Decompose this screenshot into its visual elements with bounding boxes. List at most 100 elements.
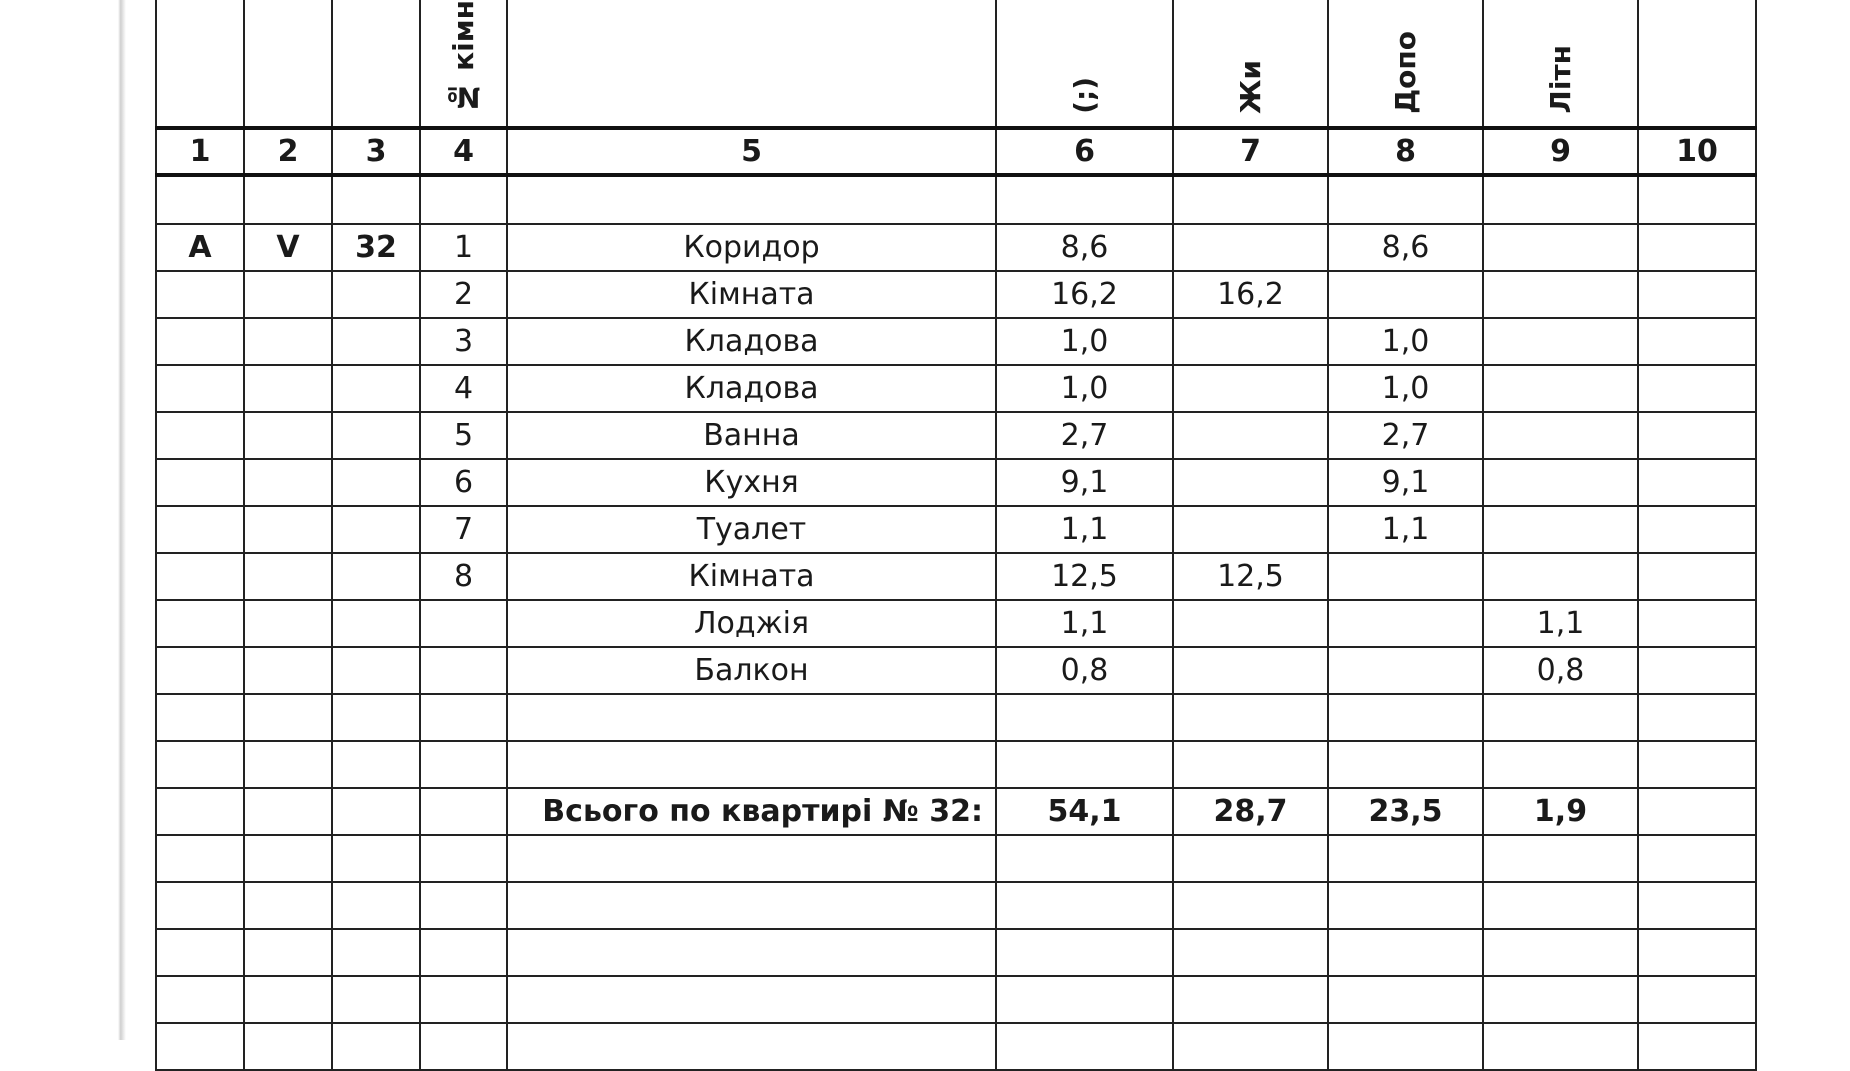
- table-cell: [243, 457, 333, 507]
- column-header: [243, 0, 333, 130]
- table-cell: [155, 645, 245, 695]
- table-cell: [419, 645, 508, 695]
- table-cell: [506, 692, 997, 742]
- table-cell: [243, 504, 333, 554]
- table-cell: [331, 739, 421, 789]
- table-cell: [243, 880, 333, 930]
- column-number-row: 1 2 3 4 5 6 7 8 9 10: [155, 126, 1757, 177]
- table-cell: [1637, 551, 1757, 601]
- table-cell: Балкон: [506, 645, 997, 695]
- table-cell: Туалет: [506, 504, 997, 554]
- table-cell: [155, 598, 245, 648]
- table-cell: [1637, 692, 1757, 742]
- table-cell: [1637, 222, 1757, 272]
- table-cell: [155, 833, 245, 883]
- table-cell: [155, 974, 245, 1024]
- column-header-text: Допо: [1389, 30, 1422, 114]
- table-cell: [419, 974, 508, 1024]
- column-header-text: Літн: [1544, 45, 1577, 114]
- table-cell: [1172, 880, 1329, 930]
- column-header-text: № кімн: [447, 0, 480, 114]
- table-cell: [155, 1021, 245, 1071]
- column-header: [155, 0, 245, 130]
- table-cell: [1482, 316, 1639, 366]
- column-number: 2: [243, 126, 333, 177]
- table-cell: [506, 974, 997, 1024]
- table-cell: 0,8: [995, 645, 1174, 695]
- table-row: 2 Кімната 16,2 16,2: [155, 269, 1757, 319]
- table-cell: Кладова: [506, 363, 997, 413]
- column-number: 7: [1172, 126, 1329, 177]
- table-cell: [1327, 739, 1484, 789]
- column-number: 5: [506, 126, 997, 177]
- table-cell: [1637, 316, 1757, 366]
- table-cell: [243, 551, 333, 601]
- table-cell: 1,0: [995, 316, 1174, 366]
- column-number: 3: [331, 126, 421, 177]
- table-cell: [243, 269, 333, 319]
- table-cell: [419, 786, 508, 836]
- table-row: [155, 1021, 1757, 1071]
- table-row: 6 Кухня 9,1 9,1: [155, 457, 1757, 507]
- table-cell: 6: [419, 457, 508, 507]
- table-cell: [243, 739, 333, 789]
- column-header: [506, 0, 997, 130]
- table-cell: [1637, 363, 1757, 413]
- table-cell: 1,0: [1327, 363, 1484, 413]
- table-cell: [419, 1021, 508, 1071]
- table-cell: 1,1: [1327, 504, 1484, 554]
- table-cell: [243, 363, 333, 413]
- column-number: 8: [1327, 126, 1484, 177]
- column-header-text: (;): [1068, 76, 1101, 114]
- table-cell: [1637, 457, 1757, 507]
- table-cell: [1637, 880, 1757, 930]
- table-cell: [1637, 1021, 1757, 1071]
- table-cell: 16,2: [1172, 269, 1329, 319]
- table-cell: 1,9: [1482, 786, 1639, 836]
- column-number: 6: [995, 126, 1174, 177]
- table-cell: [1172, 645, 1329, 695]
- table-cell: [1482, 927, 1639, 977]
- table-cell: [331, 645, 421, 695]
- table-cell: [1327, 1021, 1484, 1071]
- table-cell: 16,2: [995, 269, 1174, 319]
- column-header: Літн: [1482, 0, 1639, 130]
- table-cell: 3: [419, 316, 508, 366]
- table-cell: [995, 927, 1174, 977]
- table-cell: [1637, 739, 1757, 789]
- table-cell: [1172, 692, 1329, 742]
- table-cell: 54,1: [995, 786, 1174, 836]
- table-cell: [243, 173, 333, 225]
- table-row: [155, 927, 1757, 977]
- table-cell: [331, 457, 421, 507]
- table-cell: 1,1: [995, 598, 1174, 648]
- table-cell: [1482, 551, 1639, 601]
- table-cell: [1637, 645, 1757, 695]
- table-cell: [243, 786, 333, 836]
- table-cell: [331, 173, 421, 225]
- table-cell: [331, 598, 421, 648]
- table-cell: [1172, 222, 1329, 272]
- table-cell: [1482, 692, 1639, 742]
- table-cell: 1: [419, 222, 508, 272]
- table-cell: Кімната: [506, 551, 997, 601]
- table-cell: [1637, 504, 1757, 554]
- table-cell: [1327, 173, 1484, 225]
- table-cell: [155, 504, 245, 554]
- table-cell: [1172, 927, 1329, 977]
- table-cell: [1172, 457, 1329, 507]
- table-cell: [155, 786, 245, 836]
- table-cell: [419, 598, 508, 648]
- table-row: [155, 974, 1757, 1024]
- table-cell: 1,1: [995, 504, 1174, 554]
- table-cell: [1172, 974, 1329, 1024]
- table-cell: [419, 927, 508, 977]
- table-cell: 8,6: [1327, 222, 1484, 272]
- table-cell: [1172, 833, 1329, 883]
- table-cell: [1482, 739, 1639, 789]
- table-cell: [1482, 504, 1639, 554]
- table-cell: [331, 410, 421, 460]
- table-cell: [155, 692, 245, 742]
- table-cell: [243, 316, 333, 366]
- table-cell: [155, 269, 245, 319]
